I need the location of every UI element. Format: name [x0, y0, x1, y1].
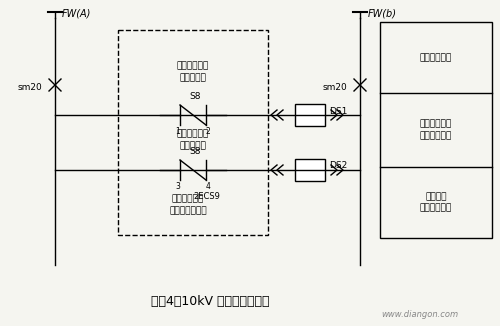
Text: 2ECS9: 2ECS9 [194, 192, 220, 201]
Text: 3: 3 [176, 182, 180, 191]
Text: www.diangon.com: www.diangon.com [382, 310, 458, 319]
Bar [380, 22, 492, 238]
Text: 1: 1 [176, 127, 180, 136]
Text: 图（4）10kV 母联隔离柜防误: 图（4）10kV 母联隔离柜防误 [151, 295, 269, 308]
Bar [118, 30, 268, 235]
Text: S8: S8 [189, 147, 201, 156]
Text: 母分开关小车
试验位置通: 母分开关小车 试验位置通 [177, 129, 209, 151]
Text: sm20: sm20 [323, 82, 348, 92]
Text: 母分开关接地
小车工作位置通: 母分开关接地 小车工作位置通 [169, 194, 207, 216]
Text: 防误闭锁电路: 防误闭锁电路 [420, 53, 452, 62]
Text: 4: 4 [206, 182, 210, 191]
Text: FW(b): FW(b) [368, 8, 397, 18]
Bar [295, 104, 325, 126]
Text: S8: S8 [189, 92, 201, 101]
Text: 母分隔离小车
推进机构闭锁: 母分隔离小车 推进机构闭锁 [420, 120, 452, 141]
Text: DS1: DS1 [329, 107, 347, 115]
Text: 接地小车
推进机构闭锁: 接地小车 推进机构闭锁 [420, 192, 452, 213]
Text: FW(A): FW(A) [62, 8, 92, 18]
Text: 2: 2 [206, 127, 210, 136]
Text: 母分开关小车
试验位置通: 母分开关小车 试验位置通 [177, 61, 209, 83]
Text: DS2: DS2 [329, 161, 347, 170]
Bar [295, 159, 325, 181]
Text: sm20: sm20 [18, 82, 43, 92]
